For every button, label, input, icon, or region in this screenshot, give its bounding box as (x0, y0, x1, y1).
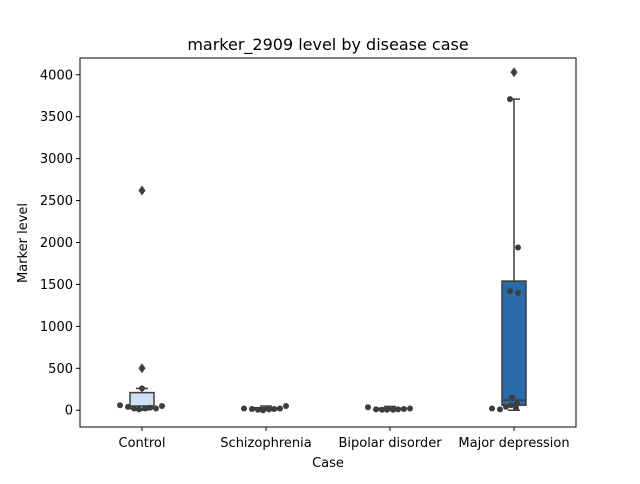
y-tick-label: 3500 (40, 110, 73, 125)
outlier-point (138, 185, 146, 196)
y-tick-label: 2000 (40, 236, 73, 251)
data-point (153, 405, 159, 412)
data-point (401, 405, 407, 412)
x-tick-label: Bipolar disorder (338, 436, 442, 451)
data-point (249, 405, 255, 412)
box (501, 280, 527, 406)
data-point (260, 407, 266, 414)
data-point (507, 288, 513, 295)
y-axis-label: Marker level (16, 203, 31, 283)
data-point (379, 406, 385, 413)
data-point (271, 405, 277, 412)
data-point (255, 406, 261, 413)
data-point (515, 289, 521, 296)
data-point (489, 405, 495, 412)
data-point (266, 406, 272, 413)
data-point (147, 404, 153, 411)
data-point (136, 406, 142, 413)
data-point (277, 405, 283, 412)
plot-area: 0 500 1000 1500 2000 2500 3000 3500 4000 Control S… (40, 67, 570, 451)
data-point (515, 244, 521, 251)
data-point (159, 403, 165, 410)
data-point (407, 405, 413, 412)
data-point (509, 394, 515, 401)
data-point (131, 405, 137, 412)
data-point (513, 404, 519, 411)
data-point (497, 406, 503, 413)
outlier-point (138, 363, 146, 374)
y-tick-label: 1500 (40, 278, 73, 293)
data-point (365, 404, 371, 411)
data-point (508, 402, 514, 409)
data-point (241, 405, 247, 412)
y-tick-label: 1000 (40, 320, 73, 335)
x-axis-label: Case (312, 456, 344, 471)
y-tick-label: 0 (65, 404, 73, 419)
chart-title: marker_2909 level by disease case (187, 35, 468, 55)
x-tick-label: Schizophrenia (220, 436, 311, 451)
x-tick-label: Control (119, 436, 166, 451)
y-tick-label: 4000 (40, 68, 73, 83)
data-point (125, 403, 131, 410)
data-point (117, 402, 123, 409)
x-tick-label: Major depression (458, 436, 569, 451)
data-point (384, 406, 390, 413)
data-point (503, 403, 509, 410)
data-point (507, 96, 513, 103)
y-tick-label: 3000 (40, 152, 73, 167)
data-point (283, 403, 289, 410)
data-point (373, 406, 379, 413)
outlier-point (510, 67, 518, 78)
y-tick-label: 2500 (40, 194, 73, 209)
data-point (142, 405, 148, 412)
data-point (390, 406, 396, 413)
y-tick-label: 500 (48, 362, 73, 377)
data-point (395, 406, 401, 413)
plot-frame (79, 57, 577, 428)
data-point (139, 385, 145, 392)
